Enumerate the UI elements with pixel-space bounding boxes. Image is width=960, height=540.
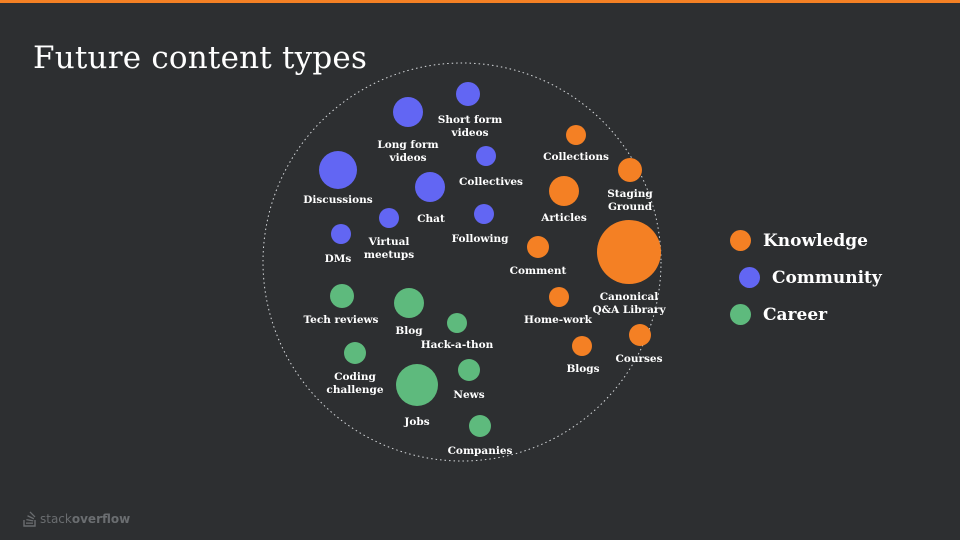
bubble-dot-tech-reviews <box>330 284 354 308</box>
bubble-dot-comment <box>527 236 549 258</box>
bubble-label-companies: Companies <box>448 445 513 457</box>
bubble-label-staging-ground-line-2: Ground <box>608 201 653 213</box>
bubble-dot-staging-ground <box>618 158 642 182</box>
bubble-label-long-form-videos-line-1: Long form <box>377 139 438 151</box>
legend-swatch-knowledge <box>730 230 751 251</box>
legend-item-career: Career <box>730 296 882 333</box>
enclosing-dotted-circle <box>262 62 662 462</box>
bubble-label-blogs: Blogs <box>566 363 599 375</box>
bubble-dot-collectives <box>476 146 496 166</box>
bubble-label-coding-challenge-line-1: Coding <box>334 371 376 383</box>
legend-swatch-career <box>730 304 751 325</box>
bubble-dot-companies <box>469 415 491 437</box>
bubble-label-hack-a-thon: Hack-a-thon <box>421 339 494 351</box>
logo-text-overflow: overflow <box>71 512 131 526</box>
bubble-jobs: Jobs <box>396 364 438 428</box>
bubble-dot-short-form-videos <box>456 82 480 106</box>
bubble-label-short-form-videos-line-1: Short form <box>438 114 502 126</box>
bubble-blog: Blog <box>394 288 424 337</box>
bubble-label-coding-challenge-line-2: challenge <box>326 384 383 396</box>
bubble-dot-hack-a-thon <box>447 313 467 333</box>
bubble-hack-a-thon: Hack-a-thon <box>421 313 494 351</box>
bubble-label-dms: DMs <box>325 253 352 265</box>
bubble-label-discussions: Discussions <box>303 194 372 206</box>
bubble-label-following: Following <box>452 233 510 245</box>
bubble-dot-discussions <box>319 151 357 189</box>
bubble-label-virtual-meetups-line-1: Virtual <box>368 236 410 248</box>
bubble-label-home-work: Home-work <box>524 314 593 326</box>
bubble-label-virtual-meetups-line-2: meetups <box>364 249 414 261</box>
bubble-label-jobs: Jobs <box>403 416 429 428</box>
bubble-articles: Articles <box>540 176 587 224</box>
bubble-dot-collections <box>566 125 586 145</box>
bubble-dot-dms <box>331 224 351 244</box>
bubble-label-collectives: Collectives <box>459 176 523 188</box>
accent-bar <box>0 0 960 3</box>
bubble-courses: Courses <box>615 324 663 365</box>
bubble-dot-news <box>458 359 480 381</box>
bubble-home-work: Home-work <box>524 287 593 326</box>
bubble-following: Following <box>452 204 510 245</box>
bubble-label-short-form-videos-line-2: videos <box>450 127 488 139</box>
bubble-dot-chat <box>415 172 445 202</box>
bubble-dot-blog <box>394 288 424 318</box>
bubble-label-news: News <box>453 389 484 401</box>
bubble-label-tech-reviews: Tech reviews <box>304 314 379 326</box>
bubble-dot-long-form-videos <box>393 97 423 127</box>
bubble-label-canonical-qa-library-line-1: Canonical <box>600 291 659 303</box>
bubble-dot-blogs <box>572 336 592 356</box>
legend: Knowledge Community Career <box>730 222 882 333</box>
bubble-collectives: Collectives <box>459 146 523 188</box>
bubble-comment: Comment <box>510 236 567 277</box>
slide-title: Future content types <box>33 40 368 76</box>
bubble-dot-jobs <box>396 364 438 406</box>
bubble-label-canonical-qa-library-line-2: Q&A Library <box>592 304 666 316</box>
bubble-label-articles: Articles <box>540 212 587 224</box>
legend-label-community: Community <box>772 267 882 288</box>
bubble-dms: DMs <box>325 224 352 265</box>
bubble-dot-courses <box>629 324 651 346</box>
bubble-dot-articles <box>549 176 579 206</box>
bubble-collections: Collections <box>543 125 609 163</box>
bubble-blogs: Blogs <box>566 336 600 375</box>
bubble-label-courses: Courses <box>615 353 662 365</box>
bubble-dot-coding-challenge <box>344 342 366 364</box>
legend-label-career: Career <box>763 304 828 325</box>
bubble-label-comment: Comment <box>510 265 567 277</box>
bubble-dot-virtual-meetups <box>379 208 399 228</box>
bubble-dot-following <box>474 204 494 224</box>
bubble-companies: Companies <box>448 415 513 457</box>
bubble-label-blog: Blog <box>395 325 423 337</box>
legend-swatch-community <box>739 267 760 288</box>
bubble-chat: Chat <box>415 172 445 225</box>
stackoverflow-icon <box>23 511 36 527</box>
bubble-label-chat: Chat <box>417 213 445 225</box>
bubble-discussions: Discussions <box>303 151 373 206</box>
legend-item-knowledge: Knowledge <box>730 222 882 259</box>
legend-label-knowledge: Knowledge <box>763 230 868 251</box>
bubble-label-collections: Collections <box>543 151 609 163</box>
stackoverflow-logo: stack overflow <box>23 511 130 527</box>
bubble-dot-home-work <box>549 287 569 307</box>
legend-item-community: Community <box>730 259 882 296</box>
bubble-label-long-form-videos-line-2: videos <box>388 152 426 164</box>
bubble-label-staging-ground-line-1: Staging <box>607 188 653 200</box>
bubble-tech-reviews: Tech reviews <box>304 284 379 326</box>
bubble-dot-canonical-qa-library <box>597 220 661 284</box>
logo-text-stack: stack <box>40 512 72 526</box>
bubble-news: News <box>453 359 485 401</box>
